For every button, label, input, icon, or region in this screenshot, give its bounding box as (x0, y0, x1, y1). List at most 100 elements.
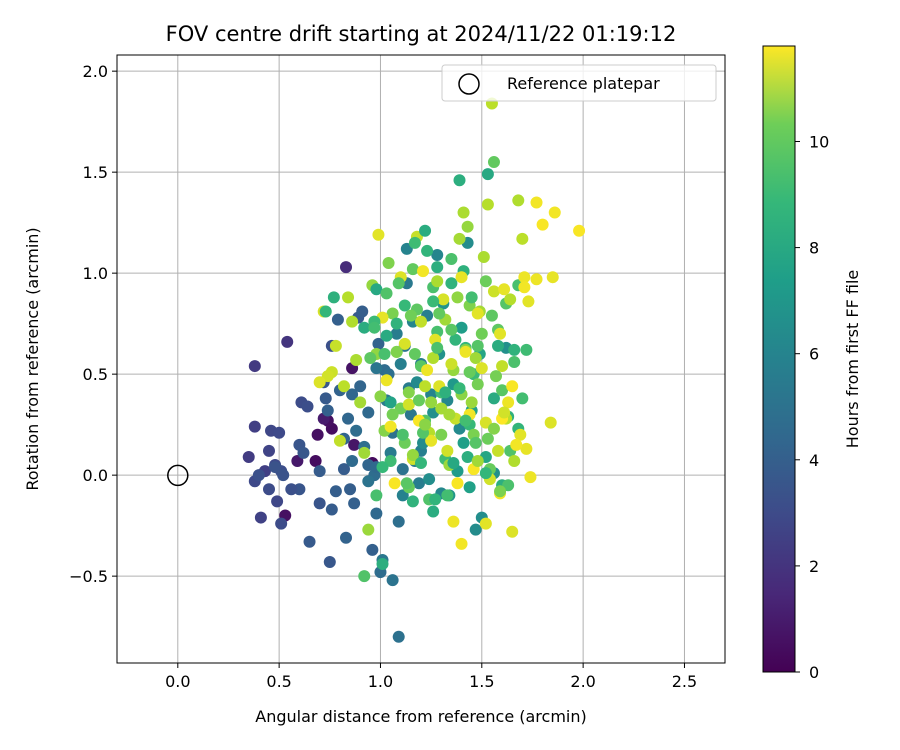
data-point (516, 232, 529, 245)
data-point (447, 457, 460, 470)
data-point (394, 358, 407, 371)
y-tick-label: −0.5 (69, 567, 108, 586)
data-point (372, 228, 385, 241)
colorbar: 0 2 4 6 8 10 Hours from first FF file (762, 45, 862, 682)
data-point (386, 307, 399, 320)
data-point (496, 360, 509, 373)
colorbar-label: Hours from first FF file (843, 270, 862, 449)
reference-platepar-marker (167, 464, 189, 487)
data-point (419, 380, 432, 393)
data-point (348, 497, 361, 510)
data-point (451, 477, 464, 490)
colorbar-tick-label: 4 (809, 451, 819, 470)
data-point (441, 444, 454, 457)
data-point (506, 525, 519, 538)
data-point (498, 406, 511, 419)
data-point (487, 285, 500, 298)
data-point (390, 317, 403, 330)
data-point (477, 250, 490, 263)
colorbar-tick-label: 0 (809, 663, 819, 682)
data-point (382, 257, 395, 270)
colorbar-tick-label: 8 (809, 239, 819, 258)
data-point (498, 283, 511, 296)
data-point (516, 392, 529, 405)
data-point (508, 343, 521, 356)
data-point (372, 337, 385, 350)
data-point (412, 477, 425, 490)
data-point (356, 305, 369, 318)
data-point (435, 428, 448, 441)
data-point (380, 374, 393, 387)
data-point (346, 315, 359, 328)
data-point (427, 505, 440, 518)
data-point (492, 444, 505, 457)
data-point (350, 424, 363, 437)
data-point (431, 275, 444, 288)
data-point (508, 455, 521, 468)
data-point (342, 291, 355, 304)
colorbar-tick-label: 2 (809, 557, 819, 576)
y-tick-label: 2.0 (83, 62, 108, 81)
plot-frame (116, 54, 726, 664)
data-point (406, 263, 419, 276)
data-point (459, 345, 472, 358)
data-point (386, 574, 399, 587)
data-point (469, 523, 482, 536)
x-axis-ticks: 0.0 0.5 1.0 1.5 2.0 2.5 (165, 663, 697, 691)
data-point (465, 291, 478, 304)
data-point (406, 495, 419, 508)
data-point (342, 412, 355, 425)
data-point (439, 386, 452, 399)
y-axis-label: Rotation from reference (arcmin) (23, 227, 42, 490)
data-point (340, 531, 353, 544)
data-point (340, 261, 353, 274)
data-point (370, 507, 383, 520)
data-point (364, 351, 377, 364)
data-point (508, 356, 521, 369)
data-point (425, 434, 438, 447)
data-point (431, 248, 444, 261)
data-point (329, 339, 342, 352)
data-point (485, 309, 498, 322)
data-point (536, 218, 549, 231)
data-point (346, 455, 359, 468)
data-point (362, 406, 375, 419)
data-point (479, 467, 492, 480)
data-point (333, 434, 346, 447)
data-point (396, 428, 409, 441)
data-point (358, 570, 371, 583)
data-point (390, 345, 403, 358)
x-tick-label: 2.0 (570, 672, 595, 691)
data-point (447, 515, 460, 528)
data-point (384, 420, 397, 433)
data-point (492, 339, 505, 352)
data-point (469, 351, 482, 364)
data-point (481, 168, 494, 181)
data-point (441, 489, 454, 502)
data-point (313, 497, 326, 510)
data-point (431, 261, 444, 274)
data-point (402, 398, 415, 411)
data-point (518, 281, 531, 294)
y-axis-ticks: −0.5 0.0 0.5 1.0 1.5 2.0 (69, 62, 117, 586)
data-point (437, 293, 450, 306)
data-point (455, 271, 468, 284)
data-point (248, 360, 261, 373)
data-point (417, 265, 430, 278)
data-point (271, 495, 284, 508)
colorbar-tick-label: 6 (809, 345, 819, 364)
data-point (522, 295, 535, 308)
data-point (471, 455, 484, 468)
data-point (445, 323, 458, 336)
data-point (514, 428, 527, 441)
data-point (376, 558, 389, 571)
data-point (524, 471, 537, 484)
legend-box (441, 64, 717, 102)
x-tick-label: 1.0 (368, 672, 393, 691)
data-point (358, 321, 371, 334)
data-point (469, 436, 482, 449)
data-point (548, 206, 561, 219)
data-point (455, 537, 468, 550)
data-point (329, 485, 342, 498)
y-tick-label: 1.0 (83, 264, 108, 283)
